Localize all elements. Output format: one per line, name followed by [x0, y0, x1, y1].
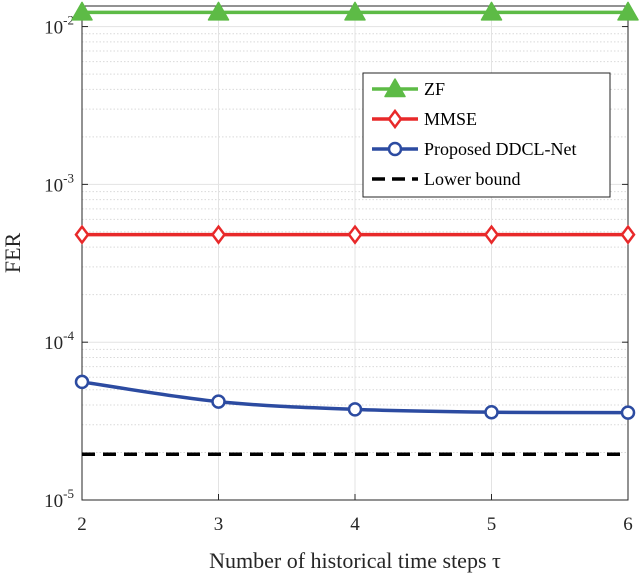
series-1-point — [210, 224, 227, 245]
y-tick-exponent: -5 — [63, 486, 74, 501]
series-0-point — [344, 1, 366, 21]
y-tick-exponent: -2 — [63, 13, 74, 28]
legend-marker — [387, 141, 403, 157]
y-tick-label: 10-2 — [44, 13, 74, 39]
y-tick-labels: 10-510-410-310-2 — [44, 13, 74, 512]
legend: ZF MMSE Proposed DDCL-Net Lower bound — [362, 72, 611, 198]
series-0-point — [480, 1, 503, 21]
legend-label: ZF — [424, 79, 445, 99]
legend-marker — [384, 78, 406, 98]
y-tick-base: 10 — [44, 333, 63, 354]
series-2-point — [620, 405, 636, 420]
series-2-point — [74, 374, 90, 390]
series-1-point — [74, 224, 90, 245]
legend-label: Proposed DDCL-Net — [424, 139, 576, 159]
series-markers — [71, 1, 639, 420]
y-tick-label: 10-4 — [44, 328, 74, 354]
legend-marker — [387, 108, 403, 130]
x-axis-label: Number of historical time steps τ — [209, 548, 501, 573]
series-0-point — [71, 1, 93, 21]
y-tick-exponent: -3 — [63, 170, 74, 185]
y-axis-label: FER — [0, 233, 25, 274]
y-tick-label: 10-5 — [44, 486, 74, 512]
legend-label: Lower bound — [424, 169, 520, 189]
series-2-point — [211, 394, 226, 409]
y-tick-exponent: -4 — [63, 328, 74, 343]
x-tick-labels: 2 3 4 5 6 — [77, 514, 633, 535]
series-0-point — [207, 1, 230, 21]
series-1-point — [620, 224, 636, 245]
y-tick-base: 10 — [44, 175, 63, 196]
series-2-point — [347, 402, 363, 417]
legend-label: MMSE — [424, 109, 477, 129]
y-tick-base: 10 — [44, 18, 63, 39]
series-2-point — [484, 404, 499, 420]
x-tick-label: 5 — [487, 514, 497, 535]
series-0-point — [617, 1, 639, 21]
series-1-point — [483, 224, 500, 245]
x-tick-label: 3 — [214, 514, 224, 535]
x-tick-label: 2 — [77, 514, 87, 535]
x-tick-label: 6 — [623, 514, 633, 535]
series-1-point — [347, 224, 363, 245]
y-tick-base: 10 — [44, 491, 63, 512]
x-tick-label: 4 — [350, 514, 360, 535]
y-tick-label: 10-3 — [44, 170, 74, 196]
